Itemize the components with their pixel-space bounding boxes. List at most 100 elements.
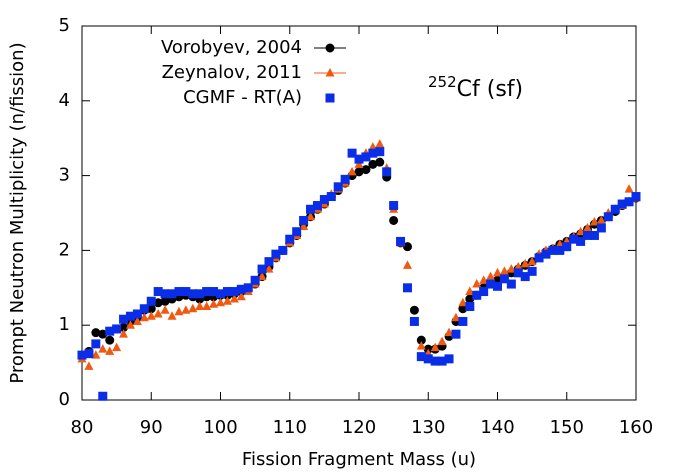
marker [527,256,537,266]
marker [209,299,219,308]
marker [188,303,198,313]
marker [506,279,516,289]
marker [458,304,468,314]
marker [146,311,156,320]
marker [402,283,412,293]
marker [119,329,129,338]
annotation-superscript: 252 [428,73,457,91]
marker [472,290,482,300]
marker [229,287,239,297]
marker [153,298,163,308]
marker [389,215,399,225]
annotation: 252Cf (sf) [428,73,523,103]
marker [624,184,634,193]
marker [368,148,378,158]
marker [402,242,412,252]
marker [583,230,593,240]
marker [264,257,274,267]
y-tick-label: 2 [59,239,70,260]
marker [222,287,232,297]
marker [167,311,177,320]
marker [409,305,419,315]
marker [216,297,225,307]
marker [583,222,593,232]
marker [306,204,316,214]
marker [125,320,135,329]
marker [444,354,454,364]
marker [202,301,212,310]
marker [325,43,335,53]
marker [257,264,267,274]
marker [91,328,101,338]
legend-label: Vorobyev, 2004 [161,37,302,58]
marker [631,192,641,202]
marker [174,287,184,297]
marker [188,289,198,299]
marker [243,283,253,293]
marker [132,309,142,319]
marker [541,249,551,259]
marker [340,174,350,184]
marker [555,239,565,248]
marker [195,301,205,310]
x-tick-label: 80 [71,417,94,438]
y-tick-label: 3 [59,165,70,186]
marker [396,236,406,246]
marker [409,316,419,326]
marker [146,304,156,314]
marker [506,264,516,273]
marker [84,361,94,370]
y-tick-label: 4 [59,90,70,111]
marker [527,266,537,276]
marker [534,253,544,263]
marker [91,339,101,349]
marker [250,275,260,285]
marker [312,201,322,211]
marker [416,352,426,362]
marker [292,227,302,237]
marker [326,192,336,202]
marker [562,242,572,252]
marker [548,245,558,255]
marker [119,322,129,332]
marker [361,165,371,175]
marker [430,356,440,366]
marker [458,297,468,307]
marker [139,304,149,314]
marker [451,329,461,339]
marker [160,305,170,314]
x-tick-label: 100 [203,417,237,438]
marker [576,226,586,236]
marker [112,324,122,334]
x-tick-label: 110 [273,417,307,438]
marker [513,261,523,271]
marker [589,230,599,240]
marker [347,148,357,158]
marker [236,291,246,301]
marker [375,147,385,157]
marker [617,199,627,209]
marker [77,350,87,360]
marker [354,154,364,164]
marker [437,356,447,366]
marker [202,287,212,297]
marker [486,271,496,281]
marker [569,234,579,244]
marker [375,139,385,148]
marker [624,197,634,207]
marker [416,335,426,345]
y-tick-label: 0 [59,389,70,410]
marker [451,312,461,322]
legend-label: Zeynalov, 2011 [162,62,302,83]
marker [596,223,606,233]
x-axis-label: Fission Fragment Mass (u) [242,449,476,470]
y-tick-label: 1 [59,314,70,335]
marker [479,275,489,284]
marker [153,287,163,297]
marker [125,311,135,321]
marker [423,354,433,364]
marker [499,274,509,284]
marker [160,296,170,306]
marker [325,93,335,103]
marker [319,195,329,205]
